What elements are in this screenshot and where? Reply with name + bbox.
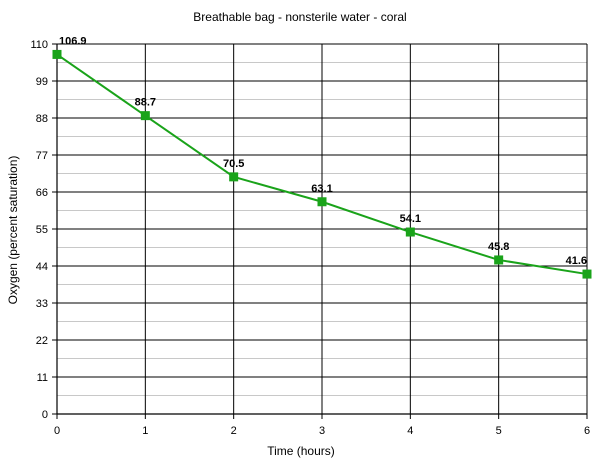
axes bbox=[52, 43, 588, 419]
data-point bbox=[494, 255, 504, 265]
data-point bbox=[140, 111, 150, 121]
data-point bbox=[582, 269, 592, 279]
x-tick-label: 4 bbox=[407, 425, 413, 437]
y-tick-label: 77 bbox=[36, 150, 48, 162]
y-axis-label: Oxygen (percent saturation) bbox=[6, 156, 20, 305]
y-tick-label: 44 bbox=[36, 261, 48, 273]
x-tick-label: 3 bbox=[319, 425, 325, 437]
x-tick-label: 0 bbox=[54, 425, 60, 437]
x-tick-label: 1 bbox=[142, 425, 148, 437]
data-label: 41.6 bbox=[566, 255, 587, 267]
y-tick-label: 99 bbox=[36, 76, 48, 88]
y-tick-label: 88 bbox=[36, 113, 48, 125]
y-tick-label: 55 bbox=[36, 224, 48, 236]
x-tick-label: 5 bbox=[496, 425, 502, 437]
x-axis-label: Time (hours) bbox=[267, 444, 335, 458]
data-point bbox=[52, 49, 62, 59]
data-point bbox=[317, 197, 327, 207]
y-tick-label: 66 bbox=[36, 187, 48, 199]
y-tick-label: 110 bbox=[30, 39, 48, 51]
y-tick-label: 22 bbox=[36, 335, 48, 347]
x-tick-label: 2 bbox=[231, 425, 237, 437]
y-tick-labels: 0 11 22 33 44 55 66 77 88 99 110 bbox=[30, 39, 48, 421]
data-label: 70.5 bbox=[223, 158, 244, 170]
data-label: 45.8 bbox=[488, 241, 509, 253]
x-tick-label: 6 bbox=[584, 425, 590, 437]
series-layer: 106.9 88.7 70.5 63.1 54.1 45.8 41.6 bbox=[52, 35, 592, 279]
x-tick-labels: 0 1 2 3 4 5 6 bbox=[54, 425, 590, 437]
data-point bbox=[229, 172, 239, 182]
data-point bbox=[405, 227, 415, 237]
data-label: 63.1 bbox=[311, 183, 332, 195]
y-tick-label: 33 bbox=[36, 298, 48, 310]
y-tick-label: 11 bbox=[37, 372, 48, 384]
data-label: 106.9 bbox=[59, 35, 87, 47]
chart-title: Breathable bag - nonsterile water - cora… bbox=[193, 10, 406, 24]
data-label: 54.1 bbox=[400, 213, 421, 225]
y-tick-label: 0 bbox=[42, 409, 48, 421]
data-label: 88.7 bbox=[135, 97, 156, 109]
